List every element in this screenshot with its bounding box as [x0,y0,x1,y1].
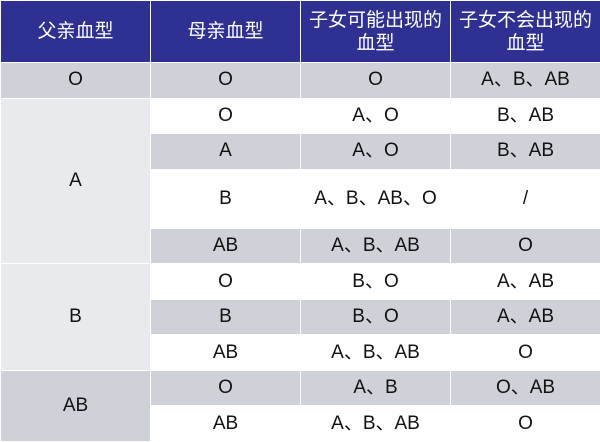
father-cell: A [0,97,151,265]
impossible-cell: A、AB [450,298,600,336]
mother-cell: B [150,168,301,229]
possible-cell: A、B、AB [300,334,451,371]
table-row: A O A、O B、AB [0,97,600,265]
header-row: 父亲血型 母亲血型 子女可能出现的血型 子女不会出现的血型 [0,0,600,63]
mother-cell: AB [150,334,301,371]
father-cell: AB [0,369,151,442]
table-row: AB A、B、AB O [1,227,600,265]
table-row: B O B、O A、AB [0,263,600,371]
possible-cell: O [300,62,451,99]
mother-cell: B [150,298,301,336]
impossible-cell: B、AB [450,133,600,170]
father-cell: O [0,62,151,99]
possible-cell: A、B、AB [300,405,451,442]
mother-cell: O [150,97,301,135]
table-row: AB A、B、AB O [1,334,600,371]
header-impossible: 子女不会出现的血型 [450,0,600,63]
table-row: A A、O B、AB [1,133,600,170]
possible-cell: A、B [300,369,451,407]
impossible-cell: B、AB [450,97,600,135]
table-row: AB O A、B O、AB [0,369,600,442]
impossible-cell: / [450,168,600,229]
possible-cell: A、B、AB、O [300,168,451,229]
impossible-cell: O [450,227,600,265]
impossible-cell: A、B、AB [450,62,600,99]
header-possible: 子女可能出现的血型 [300,0,451,63]
father-cell: B [0,263,151,371]
impossible-cell: O、AB [450,369,600,407]
table-row: AB A、B、AB O [1,405,600,442]
impossible-cell: O [450,405,600,442]
table-row: O O O A、B、AB [0,62,600,99]
possible-cell: A、O [300,133,451,170]
mother-cell: O [150,369,301,407]
header-father: 父亲血型 [0,0,151,63]
mother-cell: O [150,263,301,300]
possible-cell: A、B、AB [300,227,451,265]
table-row: B B、O A、AB [1,298,600,336]
table-row: B A、B、AB、O / [1,168,600,229]
possible-cell: B、O [300,263,451,300]
impossible-cell: O [450,334,600,371]
mother-cell: AB [150,227,301,265]
mother-cell: A [150,133,301,170]
header-mother: 母亲血型 [150,0,301,63]
mother-cell: AB [150,405,301,442]
impossible-cell: A、AB [450,263,600,300]
possible-cell: A、O [300,97,451,135]
mother-cell: O [150,62,301,99]
possible-cell: B、O [300,298,451,336]
